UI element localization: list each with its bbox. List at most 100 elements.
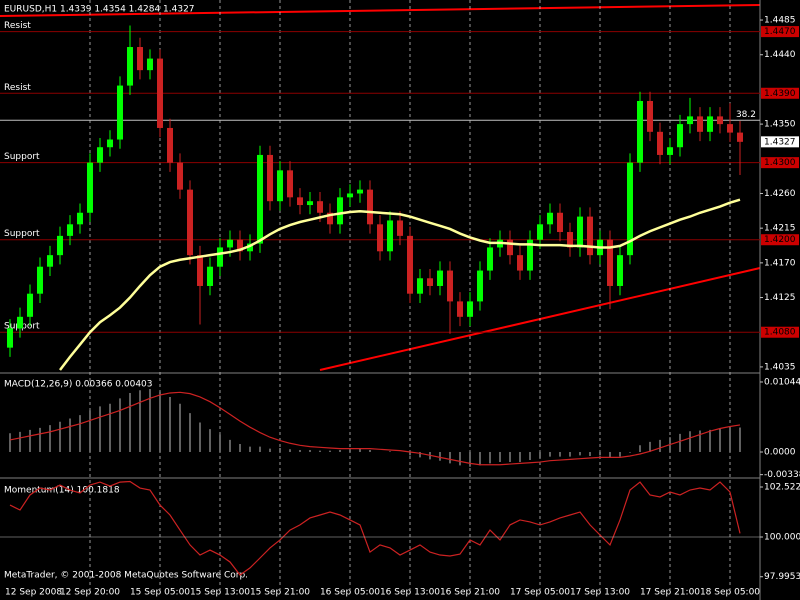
candle-body [637, 100, 643, 163]
y-tick-label: 1.4440 [764, 50, 796, 60]
candle-body [517, 255, 523, 271]
x-tick-label: 16 Sep 13:00 [380, 588, 440, 598]
candle-body [337, 197, 343, 225]
candle-body [547, 212, 553, 225]
candle-body [437, 270, 443, 286]
candle-body [457, 301, 463, 317]
candle-body [527, 239, 533, 271]
moving-average [59, 198, 741, 371]
candle-body [677, 124, 683, 148]
candle-body [267, 154, 273, 202]
x-tick-label: 17 Sep 05:00 [510, 588, 570, 598]
candle-body [347, 193, 353, 198]
candle-body [487, 247, 493, 271]
candle-body [167, 127, 173, 163]
y-tick-label: 0.01044 [764, 377, 800, 387]
y-tick-label: -0.00338 [764, 470, 800, 480]
candle-body [737, 132, 743, 142]
candle-body [307, 201, 313, 206]
level-price-box [761, 157, 799, 169]
candle-body [287, 170, 293, 198]
copyright: MetaTrader, © 2001-2008 MetaQuotes Softw… [4, 571, 248, 581]
level-name: Resist [4, 83, 31, 93]
x-tick-label: 17 Sep 13:00 [570, 588, 630, 598]
candle-body [247, 243, 253, 252]
candle-body [47, 255, 53, 267]
candle-body [257, 154, 263, 244]
candle-body [327, 212, 333, 225]
momentum-line [9, 480, 741, 576]
y-tick-label: 1.4125 [764, 293, 796, 303]
candle-body [97, 147, 103, 163]
y-tick-label: 97.9953 [764, 572, 800, 582]
candle-body [197, 255, 203, 286]
candle-body [687, 116, 693, 125]
level-price-label: 1.4200 [764, 235, 796, 245]
x-tick-label: 15 Sep 21:00 [250, 588, 310, 598]
y-tick-label: 1.4485 [764, 16, 796, 26]
candle-body [237, 239, 243, 252]
candle-body [477, 270, 483, 302]
level-price-label: 1.4470 [764, 27, 796, 37]
x-tick-label: 16 Sep 05:00 [320, 588, 380, 598]
x-tick-label: 12 Sep 2008 [5, 588, 62, 598]
candle-body [117, 85, 123, 140]
candle-body [67, 224, 73, 236]
current-price-box [761, 136, 799, 148]
candle-body [567, 232, 573, 248]
candle-body [447, 270, 453, 302]
y-tick-label: 0.0000 [764, 447, 796, 457]
candle-body [127, 47, 133, 86]
candle-body [157, 58, 163, 128]
candle-body [177, 162, 183, 190]
candle-body [717, 116, 723, 125]
candle-body [107, 139, 113, 148]
x-tick-label: 16 Sep 21:00 [440, 588, 500, 598]
candle-body [467, 301, 473, 317]
candle-body [697, 116, 703, 132]
candle-body [587, 216, 593, 256]
fib-label: 38.2 [736, 110, 756, 120]
candle-body [387, 220, 393, 252]
macd-signal [9, 391, 741, 466]
y-tick-label: 100.0000 [764, 532, 800, 542]
y-tick-label: 1.4170 [764, 258, 796, 268]
candle-body [37, 266, 43, 294]
y-tick-label: 1.4215 [764, 224, 796, 234]
candle-body [227, 239, 233, 248]
candle-body [137, 47, 143, 71]
candle-body [147, 58, 153, 71]
candle-body [577, 216, 583, 248]
candle-body [417, 278, 423, 294]
trend-line [0, 4, 761, 17]
main-title: EURUSD,H1 1.4339 1.4354 1.4284 1.4327 [4, 5, 195, 15]
candle-body [207, 266, 213, 286]
candle-body [317, 201, 323, 213]
level-price-box [761, 26, 799, 38]
level-name: Support [4, 152, 40, 162]
level-price-label: 1.4390 [764, 89, 796, 99]
candle-body [607, 239, 613, 286]
candle-body [357, 189, 363, 194]
candle-body [57, 235, 63, 256]
candle-body [187, 189, 193, 256]
candle-body [667, 147, 673, 155]
current-price-label: 1.4327 [764, 137, 796, 147]
momentum-title: Momentum(14) 100.1818 [4, 486, 120, 496]
level-price-label: 1.4300 [764, 158, 796, 168]
candle-body [627, 162, 633, 256]
level-price-box [761, 234, 799, 246]
candle-body [617, 255, 623, 286]
candle-body [217, 247, 223, 267]
candle-body [17, 316, 23, 329]
level-price-label: 1.4080 [764, 328, 796, 338]
y-tick-label: 1.4035 [764, 362, 796, 372]
candle-body [557, 212, 563, 233]
candle-body [27, 293, 33, 317]
x-tick-label: 15 Sep 13:00 [190, 588, 250, 598]
level-name: Support [4, 229, 40, 239]
y-tick-label: 1.4260 [764, 189, 796, 199]
candle-body [277, 170, 283, 202]
